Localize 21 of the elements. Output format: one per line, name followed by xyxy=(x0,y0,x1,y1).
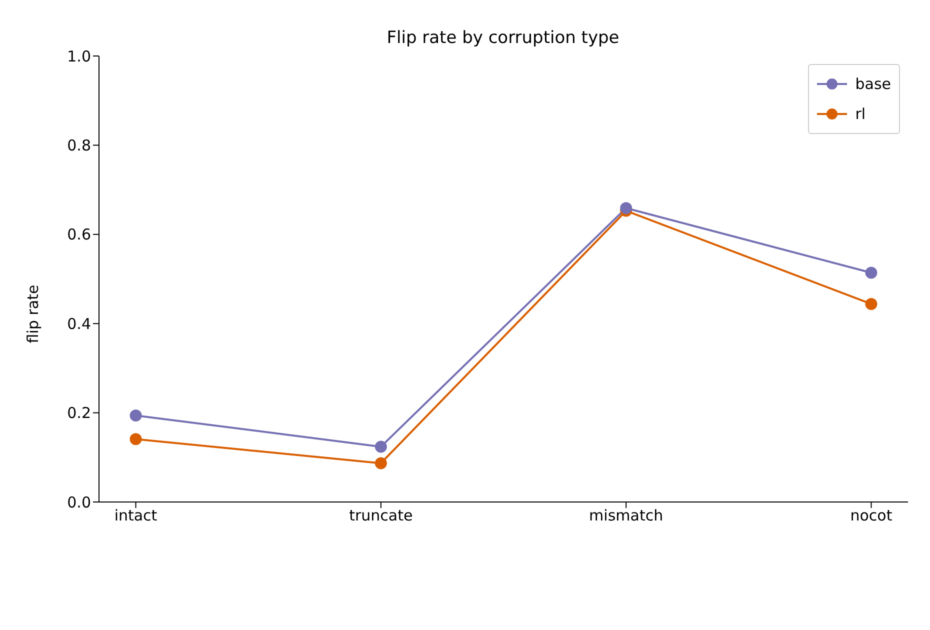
x-tick-label: truncate xyxy=(349,506,413,525)
x-tick-label: mismatch xyxy=(589,506,664,525)
x-tick-label: nocot xyxy=(850,506,892,525)
y-tick-label: 0.8 xyxy=(67,136,91,155)
point xyxy=(374,440,387,453)
y-tick-label: 0.4 xyxy=(67,314,91,333)
y-tick-label: 0.2 xyxy=(67,404,91,422)
y-tick-label: 1.0 xyxy=(67,47,91,66)
point xyxy=(620,202,632,214)
y-axis-title: flip rate xyxy=(24,284,42,344)
legend-label: rl xyxy=(855,105,866,123)
legend-label: base xyxy=(855,75,891,93)
point xyxy=(865,298,878,310)
y-tick-label: 0.6 xyxy=(67,226,91,244)
x-tick-label: intact xyxy=(114,506,158,525)
chart-title: Flip rate by corruption type xyxy=(386,28,620,48)
point xyxy=(130,409,142,422)
point xyxy=(374,457,387,470)
point xyxy=(130,433,142,446)
y-tick-label: 0.0 xyxy=(67,493,91,512)
point xyxy=(865,266,878,279)
